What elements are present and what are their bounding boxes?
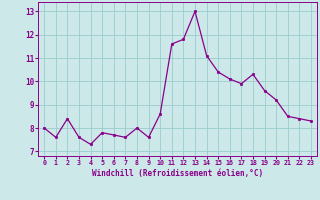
X-axis label: Windchill (Refroidissement éolien,°C): Windchill (Refroidissement éolien,°C)	[92, 169, 263, 178]
